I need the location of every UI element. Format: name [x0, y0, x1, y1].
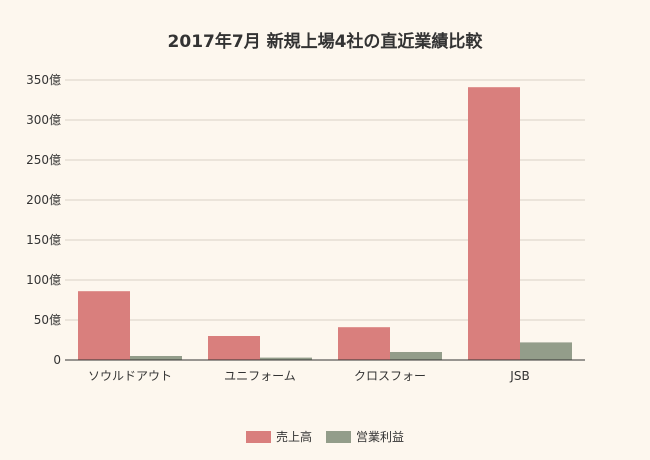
legend-label: 売上高	[276, 429, 312, 444]
legend-swatch	[326, 431, 351, 443]
legend-swatch	[246, 431, 271, 443]
x-tick-label: ユニフォーム	[224, 369, 296, 383]
bars	[78, 87, 572, 360]
x-tick-label: クロスフォー	[354, 369, 426, 383]
bar-operating-profit	[260, 357, 312, 360]
y-tick-label: 100億	[26, 273, 61, 287]
x-axis-ticks: ソウルドアウト ユニフォーム クロスフォー JSB	[88, 369, 530, 383]
bar-sales	[468, 87, 520, 360]
grid-lines	[65, 79, 585, 321]
x-tick-label: ソウルドアウト	[88, 369, 172, 383]
legend: 売上高 営業利益	[246, 429, 404, 444]
bar-operating-profit	[390, 352, 442, 360]
y-tick-label: 300億	[26, 113, 61, 127]
y-tick-label: 0	[53, 353, 61, 367]
legend-label: 営業利益	[356, 430, 404, 444]
y-tick-label: 200億	[26, 193, 61, 207]
y-axis-ticks: 0 50億 100億 150億 200億 250億 300億 350億	[26, 73, 61, 367]
bar-sales	[78, 291, 130, 360]
bar-sales	[208, 336, 260, 360]
y-tick-label: 50億	[34, 313, 61, 327]
x-tick-label: JSB	[509, 369, 529, 383]
bar-sales	[338, 327, 390, 360]
bar-operating-profit	[520, 342, 572, 360]
y-tick-label: 150億	[26, 233, 61, 247]
y-tick-label: 350億	[26, 73, 61, 87]
bar-operating-profit	[130, 356, 182, 360]
chart-title: 2017年7月 新規上場4社の直近業績比較	[168, 31, 484, 52]
y-tick-label: 250億	[26, 153, 61, 167]
